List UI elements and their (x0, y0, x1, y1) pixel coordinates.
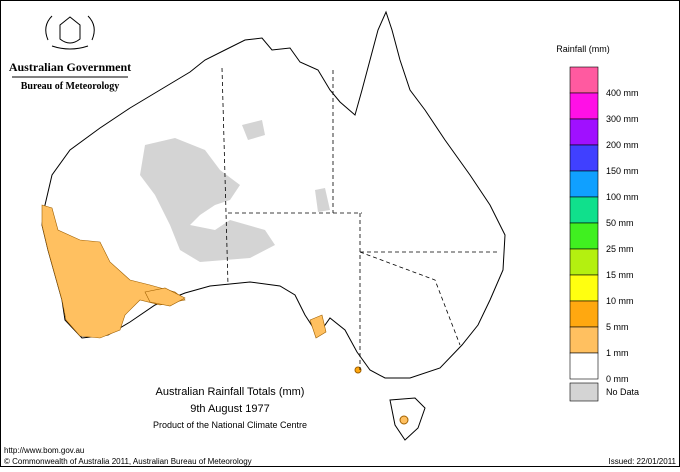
legend-label: 100 mm (606, 192, 639, 202)
state-borders (221, 67, 500, 370)
legend-swatch (569, 196, 599, 224)
legend-label: 15 mm (606, 270, 634, 280)
no-data-region (315, 188, 330, 212)
legend-label: No Data (606, 387, 639, 397)
legend-swatch (569, 222, 599, 250)
footer-issued: Issued: 22/01/2011 (609, 457, 677, 466)
legend-label: 5 mm (606, 322, 629, 332)
legend-label: 300 mm (606, 114, 639, 124)
legend-swatch (569, 352, 599, 380)
legend-label: 1 mm (606, 348, 629, 358)
rain-1mm-region (41, 204, 186, 339)
legend-label: 0 mm (606, 374, 629, 384)
agency-name: Bureau of Meteorology (21, 81, 120, 92)
legend-label: 150 mm (606, 166, 639, 176)
legend-title: Rainfall (mm) (556, 44, 610, 54)
no-data-region (242, 120, 265, 140)
legend-label: 50 mm (606, 218, 634, 228)
footer-copyright: © Commonwealth of Australia 2011, Austra… (4, 457, 252, 466)
map-title: Australian Rainfall Totals (mm) (156, 386, 305, 398)
legend-label: 400 mm (606, 88, 639, 98)
rain-5mm-region (354, 366, 362, 374)
legend-label: 10 mm (606, 296, 634, 306)
legend-swatch (569, 248, 599, 276)
legend-swatch (569, 300, 599, 328)
government-name: Australian Government (9, 60, 131, 74)
legend-swatch (569, 92, 599, 120)
crest (45, 15, 95, 50)
legend-label: 25 mm (606, 244, 634, 254)
legend-swatch (569, 118, 599, 146)
rain-1mm-region (399, 415, 409, 425)
rain-1mm-region (309, 314, 327, 339)
map-credit: Product of the National Climate Centre (153, 420, 307, 430)
rain-1mm-region (144, 287, 186, 307)
legend-swatch (569, 274, 599, 302)
legend-swatch (569, 326, 599, 354)
legend-swatch (569, 170, 599, 198)
legend-swatch (569, 66, 599, 94)
legend-swatch (569, 144, 599, 172)
legend-swatch (569, 382, 599, 402)
legend-label: 200 mm (606, 140, 639, 150)
map-date: 9th August 1977 (190, 403, 270, 415)
no-data-region (140, 138, 275, 262)
footer-url: http://www.bom.gov.au (4, 446, 84, 455)
